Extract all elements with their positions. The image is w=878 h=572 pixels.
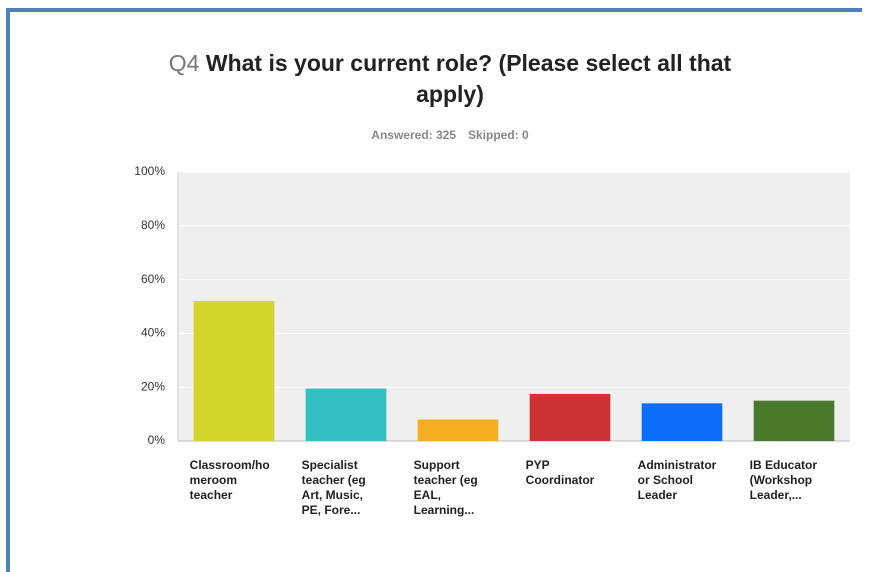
- x-tick-label: Specialist teacher (eg Art, Music, PE, F…: [301, 458, 366, 517]
- x-tick-label: Administrator or School Leader: [637, 458, 717, 502]
- x-tick-label: Support teacher (eg EAL, Learning...: [413, 458, 478, 517]
- y-tick-label: 40%: [141, 326, 165, 340]
- y-tick-label: 20%: [141, 379, 165, 393]
- chart-title: Q4 What is your current role? (Please se…: [160, 48, 740, 110]
- x-tick-label: Classroom/homeroom teacher: [189, 458, 270, 502]
- x-tick-label: IB Educator (Workshop Leader,...: [749, 458, 818, 502]
- y-tick-label: 0%: [148, 433, 166, 447]
- response-summary: Answered: 325 Skipped: 0: [150, 128, 750, 142]
- bar: [305, 388, 387, 441]
- bar: [529, 393, 611, 441]
- border-top: [6, 8, 862, 12]
- y-tick-label: 60%: [141, 272, 165, 286]
- answered: Answered: 325: [371, 128, 456, 142]
- bar: [193, 301, 275, 441]
- question-text: What is your current role? (Please selec…: [205, 50, 732, 107]
- x-tick-label: PYP Coordinator: [525, 458, 595, 487]
- y-tick-label: 100%: [134, 164, 165, 178]
- bar: [417, 419, 499, 441]
- bar: [641, 403, 723, 441]
- skipped: Skipped: 0: [468, 128, 529, 142]
- y-tick-label: 80%: [141, 218, 165, 232]
- border-left: [6, 8, 10, 572]
- plot-background: [178, 172, 850, 441]
- question-number: Q4: [168, 50, 200, 76]
- bar: [753, 400, 835, 441]
